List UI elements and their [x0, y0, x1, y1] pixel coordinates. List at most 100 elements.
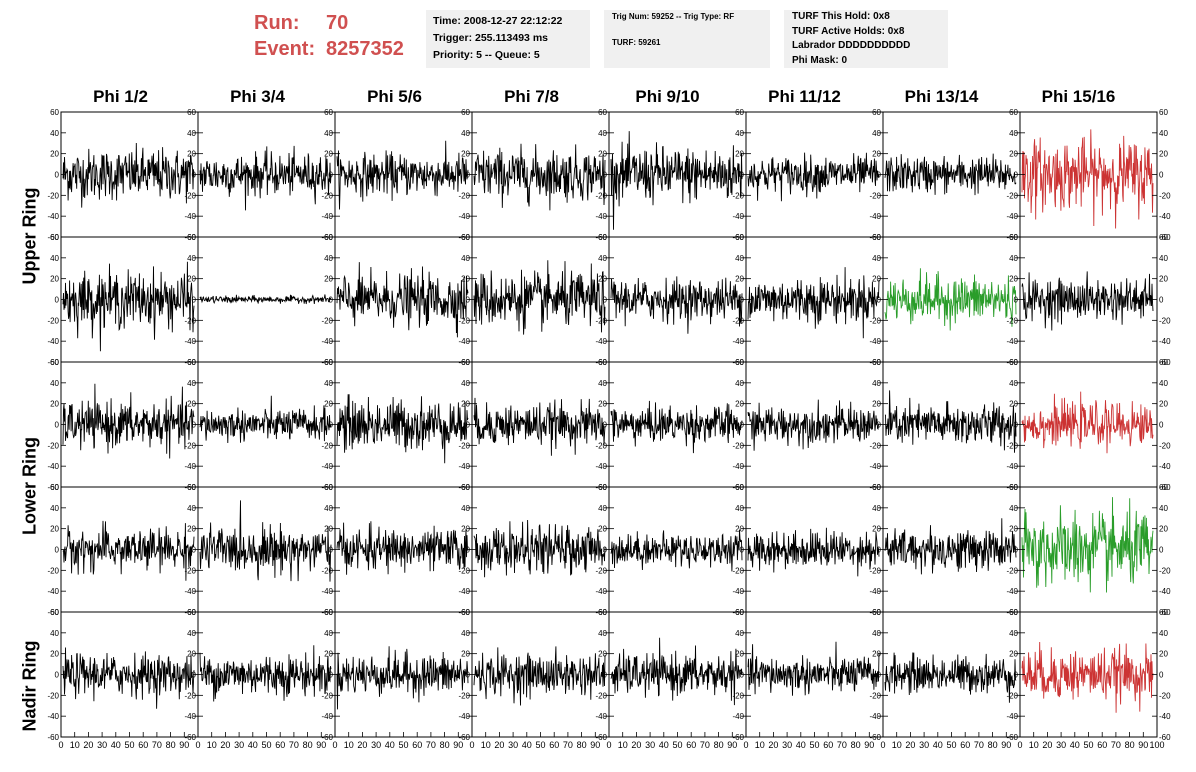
y-tick-label: -40 — [732, 712, 744, 721]
y-tick-label: -60 — [47, 608, 59, 617]
y-tick-label: 20 — [461, 275, 470, 284]
x-tick-label: 0 — [880, 740, 885, 750]
x-tick-label: 10 — [618, 740, 628, 750]
x-tick-label: 60 — [960, 740, 970, 750]
y-tick-label: 0 — [1159, 296, 1164, 305]
y-tick-label: 0 — [877, 546, 882, 555]
y-tick-label: 60 — [187, 608, 196, 617]
y-tick-label: 0 — [192, 546, 197, 555]
turf-active-holds-text: TURF Active Holds: 0x8 — [792, 25, 905, 37]
y-tick-label: 40 — [187, 129, 196, 138]
x-tick-label: 0 — [332, 740, 337, 750]
x-tick-label: 90 — [179, 740, 189, 750]
x-tick-label: 80 — [577, 740, 587, 750]
y-tick-label: 60 — [50, 108, 59, 117]
y-tick-label: 60 — [1009, 608, 1018, 617]
y-tick-label: 20 — [324, 525, 333, 534]
y-tick-label: 60 — [187, 358, 196, 367]
y-tick-label: 0 — [55, 671, 60, 680]
y-tick-label: 20 — [598, 150, 607, 159]
waveform-trace-r3-c5 — [610, 400, 743, 454]
y-tick-label: 60 — [735, 233, 744, 242]
y-tick-label: 60 — [324, 233, 333, 242]
y-tick-label: -40 — [869, 337, 881, 346]
y-tick-label: 40 — [735, 504, 744, 513]
y-tick-label: -20 — [732, 191, 744, 200]
y-tick-label: 60 — [50, 483, 59, 492]
y-tick-label: -40 — [1159, 212, 1171, 221]
y-tick-label: 20 — [1009, 150, 1018, 159]
y-tick-label: -20 — [595, 441, 607, 450]
y-tick-label: 20 — [461, 150, 470, 159]
x-tick-label: 0 — [1017, 740, 1022, 750]
x-tick-label: 20 — [631, 740, 641, 750]
y-tick-label: -60 — [47, 233, 59, 242]
y-tick-label: -40 — [869, 587, 881, 596]
waveform-trace-r4-c6 — [747, 527, 880, 577]
y-tick-label: -40 — [1006, 587, 1018, 596]
y-tick-label: 40 — [324, 504, 333, 513]
y-tick-label: 20 — [1159, 525, 1168, 534]
y-tick-label: 20 — [1159, 275, 1168, 284]
x-tick-label: 10 — [755, 740, 765, 750]
y-tick-label: 40 — [1009, 379, 1018, 388]
y-tick-label: -60 — [1159, 483, 1171, 492]
waveform-trace-r4-c2 — [199, 500, 332, 582]
y-tick-label: -60 — [1159, 358, 1171, 367]
y-tick-label: 0 — [192, 671, 197, 680]
y-tick-label: 40 — [872, 129, 881, 138]
x-tick-label: 70 — [289, 740, 299, 750]
waveform-trace-r2-c6 — [747, 267, 880, 339]
waveform-trace-r4-c7 — [884, 518, 1017, 575]
y-tick-label: 40 — [324, 129, 333, 138]
x-tick-label: 70 — [152, 740, 162, 750]
y-tick-label: -40 — [595, 712, 607, 721]
y-tick-label: 20 — [1009, 400, 1018, 409]
y-tick-label: -20 — [1006, 441, 1018, 450]
y-tick-label: -40 — [732, 587, 744, 596]
x-tick-label: 90 — [453, 740, 463, 750]
turf-info-box: TURF This Hold: 0x8 TURF Active Holds: 0… — [784, 10, 948, 68]
y-tick-label: 0 — [1014, 546, 1019, 555]
x-tick-label: 0 — [743, 740, 748, 750]
x-tick-label: 20 — [83, 740, 93, 750]
x-tick-label: 50 — [809, 740, 819, 750]
y-tick-label: 40 — [1159, 379, 1168, 388]
y-tick-label: -20 — [1006, 191, 1018, 200]
x-tick-label: 10 — [1029, 740, 1039, 750]
y-tick-label: 0 — [603, 546, 608, 555]
y-tick-label: 40 — [461, 379, 470, 388]
y-tick-label: -60 — [47, 358, 59, 367]
x-tick-label: 30 — [508, 740, 518, 750]
y-tick-label: 40 — [598, 254, 607, 263]
y-tick-label: 60 — [1159, 358, 1168, 367]
y-tick-label: 60 — [1159, 233, 1168, 242]
x-tick-label: 70 — [700, 740, 710, 750]
y-tick-label: -40 — [458, 337, 470, 346]
x-tick-label: 30 — [782, 740, 792, 750]
y-tick-label: 60 — [872, 358, 881, 367]
y-tick-label: 40 — [1009, 254, 1018, 263]
y-tick-label: 20 — [872, 275, 881, 284]
y-tick-label: 40 — [50, 629, 59, 638]
y-tick-label: 40 — [735, 379, 744, 388]
y-tick-label: 0 — [466, 421, 471, 430]
y-tick-label: 60 — [1159, 483, 1168, 492]
x-tick-label: 10 — [481, 740, 491, 750]
y-tick-label: 60 — [598, 108, 607, 117]
y-tick-label: -20 — [732, 691, 744, 700]
y-tick-label: -20 — [321, 566, 333, 575]
y-tick-label: -20 — [1006, 316, 1018, 325]
y-tick-label: 20 — [872, 150, 881, 159]
y-tick-label: 60 — [598, 358, 607, 367]
y-tick-label: -60 — [732, 733, 744, 742]
waveform-trace-r4-c1 — [62, 520, 195, 581]
y-tick-label: -20 — [1006, 566, 1018, 575]
y-tick-label: 60 — [187, 483, 196, 492]
y-tick-label: -20 — [184, 566, 196, 575]
waveform-trace-r5-c1 — [62, 647, 195, 709]
x-tick-label: 80 — [851, 740, 861, 750]
y-tick-label: 20 — [461, 525, 470, 534]
y-tick-label: 60 — [735, 608, 744, 617]
y-tick-label: -20 — [321, 441, 333, 450]
